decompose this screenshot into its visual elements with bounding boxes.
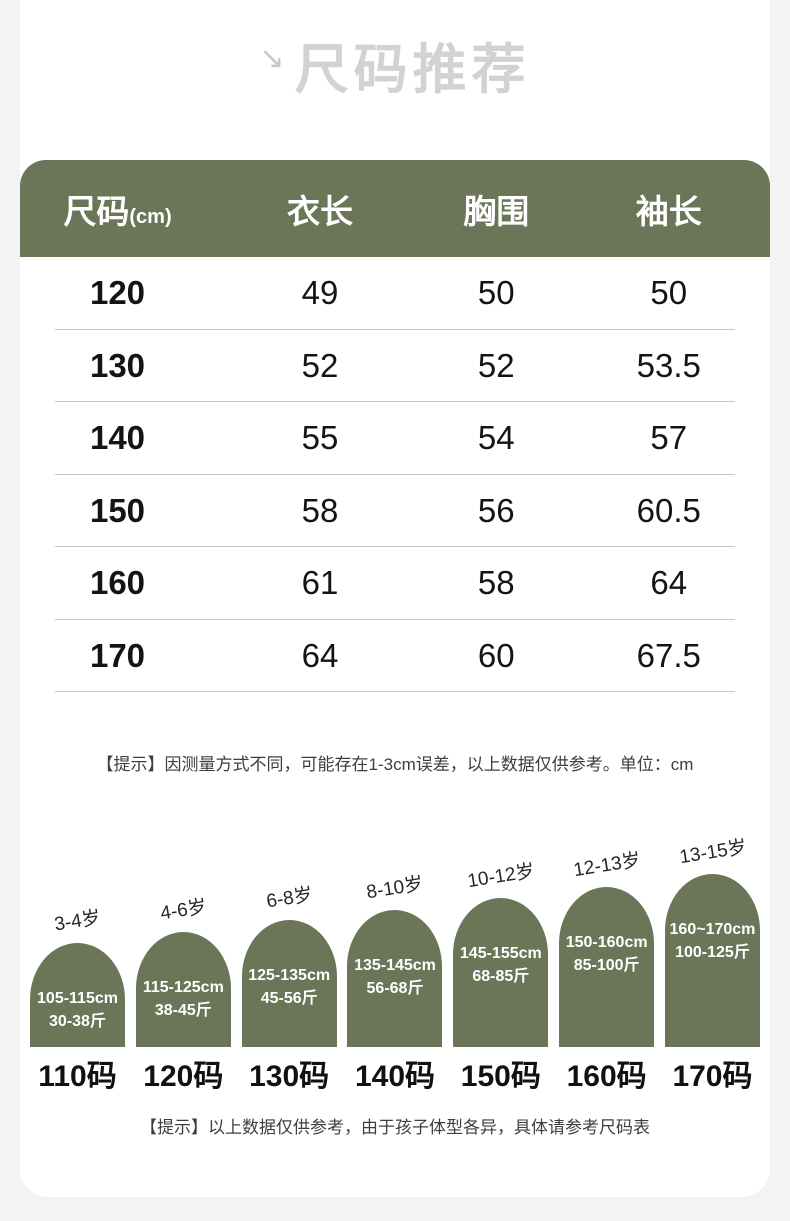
header-cell-garment-length: 衣长 — [287, 192, 353, 230]
header-cell-sleeve: 袖长 — [635, 192, 702, 230]
arrow-down-right-icon: ↘ — [259, 42, 285, 75]
cell-size: 150 — [89, 491, 146, 529]
size-table-body: 120 49 50 50 130 52 52 53.5 140 55 54 57… — [20, 257, 770, 692]
weight-range: 30-38斤 — [49, 1013, 106, 1030]
cell-sleeve: 50 — [650, 274, 688, 312]
cell-chest: 50 — [477, 274, 515, 312]
size-range-item: 10-12岁 145-155cm 68-85斤 150码 — [453, 861, 549, 1095]
size-table-header: 尺码(cm) 衣长 胸围 袖长 — [20, 160, 770, 257]
header-size-label: 尺码 — [63, 192, 130, 230]
cell-length: 55 — [301, 419, 339, 457]
size-range-item: 8-10岁 135-145cm 56-68斤 140码 — [347, 873, 443, 1095]
cell-sleeve: 67.5 — [636, 636, 701, 674]
cell-size: 160 — [89, 564, 146, 602]
size-code-label: 120码 — [143, 1060, 224, 1093]
cell-chest: 58 — [477, 564, 515, 602]
age-label: 4-6岁 — [159, 896, 209, 925]
cell-length: 52 — [301, 346, 339, 384]
size-range-item: 13-15岁 160~170cm 100-125斤 170码 — [664, 837, 760, 1095]
arch-shape: 115-125cm 38-45斤 — [135, 932, 231, 1047]
table-row: 160 61 58 64 — [20, 547, 770, 620]
cell-size: 120 — [89, 274, 146, 312]
size-range-item: 12-13岁 150-160cm 85-100斤 160码 — [559, 850, 655, 1095]
weight-range: 100-125斤 — [675, 944, 750, 961]
size-range-item: 3-4岁 105-115cm 30-38斤 110码 — [30, 906, 125, 1095]
header-size-unit: (cm) — [129, 205, 172, 228]
cell-length: 49 — [301, 274, 339, 312]
cell-chest: 60 — [477, 636, 515, 674]
size-code-label: 170码 — [672, 1060, 753, 1093]
size-range-item: 4-6岁 115-125cm 38-45斤 120码 — [135, 895, 231, 1095]
cell-chest: 52 — [477, 346, 515, 384]
size-code-label: 110码 — [38, 1060, 117, 1093]
header-cell-size: 尺码(cm) — [20, 185, 215, 233]
height-range: 160~170cm — [669, 921, 756, 938]
table-row: 130 52 52 53.5 — [20, 330, 770, 403]
height-range: 125-135cm — [248, 967, 331, 984]
cell-chest: 54 — [477, 419, 515, 457]
height-range: 135-145cm — [354, 957, 436, 974]
size-code-label: 150码 — [460, 1060, 541, 1093]
cell-size: 170 — [89, 636, 146, 674]
age-label: 13-15岁 — [677, 836, 748, 869]
size-code-label: 160码 — [566, 1060, 647, 1093]
header-cell-chest: 胸围 — [463, 192, 530, 230]
height-range: 105-115cm — [37, 990, 118, 1007]
weight-range: 56-68斤 — [366, 980, 424, 997]
size-code-label: 140码 — [354, 1060, 436, 1093]
arch-shape: 105-115cm 30-38斤 — [30, 943, 125, 1047]
cell-size: 130 — [89, 346, 146, 384]
age-label: 10-12岁 — [466, 860, 537, 893]
weight-range: 85-100斤 — [573, 957, 640, 974]
cell-sleeve: 60.5 — [636, 491, 701, 529]
table-hint-note: 【提示】因测量方式不同，可能存在1-3cm误差，以上数据仅供参考。单位：cm — [96, 755, 694, 774]
size-recommendation-card: ↘ 尺码推荐 尺码(cm) 衣长 胸围 袖长 120 49 50 50 130 … — [20, 0, 770, 1197]
cell-chest: 56 — [477, 491, 515, 529]
title-row: ↘ 尺码推荐 — [20, 42, 770, 100]
arch-shape: 160~170cm 100-125斤 — [664, 874, 760, 1047]
cell-sleeve: 64 — [650, 564, 688, 602]
age-label: 8-10岁 — [365, 873, 426, 904]
size-guide-hint-note: 【提示】以上数据仅供参考，由于孩子体型各异，具体请参考尺码表 — [140, 1118, 650, 1137]
table-row: 140 55 54 57 — [20, 402, 770, 475]
arch-shape: 150-160cm 85-100斤 — [559, 887, 655, 1047]
cell-sleeve: 53.5 — [636, 346, 701, 384]
height-range: 115-125cm — [142, 979, 224, 996]
cell-length: 64 — [301, 636, 339, 674]
age-label: 12-13岁 — [571, 849, 642, 882]
cell-sleeve: 57 — [650, 419, 688, 457]
cell-size: 140 — [89, 419, 146, 457]
arch-shape: 145-155cm 68-85斤 — [453, 898, 549, 1047]
weight-range: 38-45斤 — [154, 1002, 212, 1019]
page-title: 尺码推荐 — [294, 40, 531, 100]
table-row: 170 64 60 67.5 — [20, 620, 770, 693]
height-range: 145-155cm — [459, 945, 542, 962]
table-row: 120 49 50 50 — [20, 257, 770, 330]
age-label: 3-4岁 — [53, 907, 103, 936]
height-range: 150-160cm — [565, 934, 648, 951]
size-table: 尺码(cm) 衣长 胸围 袖长 120 49 50 50 130 52 52 5… — [20, 160, 770, 692]
size-code-label: 130码 — [249, 1060, 330, 1093]
size-range-chart: 3-4岁 105-115cm 30-38斤 110码 4-6岁 115-125c… — [30, 837, 760, 1095]
size-range-item: 6-8岁 125-135cm 45-56斤 130码 — [241, 883, 337, 1095]
arch-shape: 125-135cm 45-56斤 — [241, 920, 337, 1047]
cell-length: 58 — [301, 491, 339, 529]
table-row: 150 58 56 60.5 — [20, 475, 770, 548]
age-label: 6-8岁 — [264, 884, 315, 913]
cell-length: 61 — [301, 564, 339, 602]
arch-shape: 135-145cm 56-68斤 — [347, 910, 443, 1047]
weight-range: 68-85斤 — [472, 968, 530, 985]
weight-range: 45-56斤 — [260, 990, 318, 1007]
